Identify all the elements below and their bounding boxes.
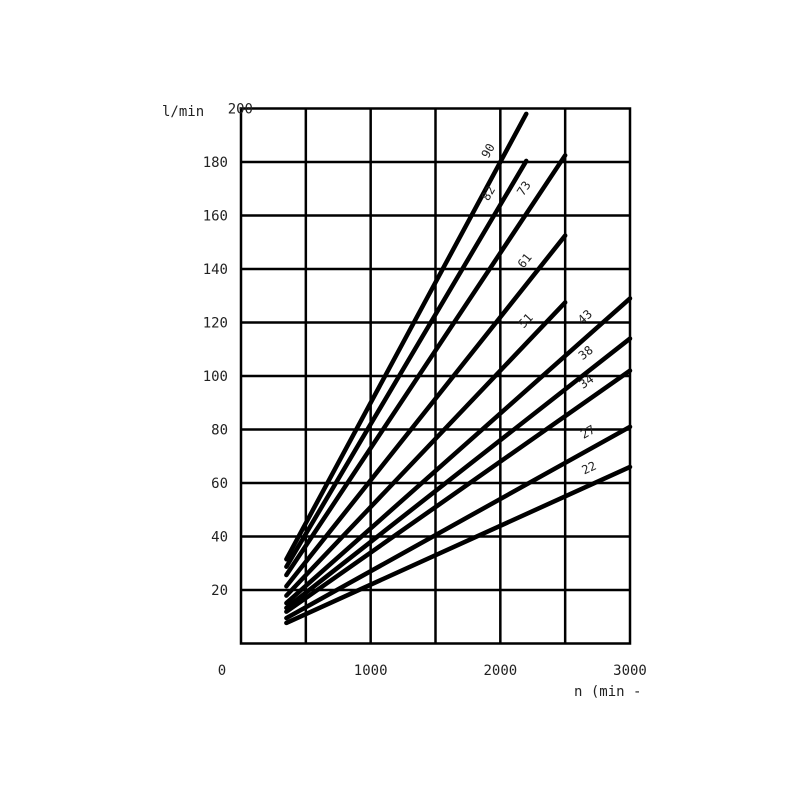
y-tick-label: 180 — [203, 155, 228, 171]
y-axis-label: l/min — [162, 104, 204, 120]
series-line-90 — [284, 111, 529, 562]
y-tick-label: 140 — [203, 262, 228, 278]
y-tick-label: 160 — [203, 209, 228, 225]
series-line-43 — [284, 296, 633, 606]
series-label-22: 22 — [580, 459, 599, 478]
series-line-51 — [284, 300, 568, 598]
series-label-73: 73 — [514, 179, 534, 199]
series-line-22 — [284, 464, 633, 626]
y-tick-label: 80 — [211, 423, 228, 439]
series-line-27 — [284, 424, 633, 621]
series-label-43: 43 — [575, 307, 595, 327]
plot-border — [239, 107, 632, 645]
series-label-27: 27 — [578, 422, 597, 441]
x-tick-label: 2000 — [483, 663, 517, 679]
grid — [239, 107, 632, 645]
series-label-61: 61 — [515, 251, 535, 271]
y-tick-label: 40 — [211, 530, 228, 546]
series-line-34 — [284, 368, 633, 614]
y-tick-label: 20 — [211, 583, 228, 599]
x-tick-label: 3000 — [613, 663, 647, 679]
series-label-34: 34 — [577, 372, 597, 392]
y-tick-label: 200 — [228, 102, 253, 118]
y-tick-label: 60 — [211, 476, 228, 492]
series-lines — [284, 111, 633, 626]
y-tick-label: 100 — [203, 369, 228, 385]
series-line-61 — [284, 233, 568, 589]
series-label-82: 82 — [479, 184, 498, 204]
x-tick-label: 0 — [218, 663, 226, 679]
series-label-90: 90 — [479, 141, 498, 160]
x-tick-label: 1000 — [354, 663, 388, 679]
series-line-73 — [284, 153, 568, 578]
x-axis-label: n (min - — [574, 684, 641, 700]
series-label-51: 51 — [516, 311, 536, 331]
series-line-82 — [284, 158, 529, 569]
y-tick-label: 120 — [203, 316, 228, 332]
series-line-38 — [284, 336, 633, 611]
